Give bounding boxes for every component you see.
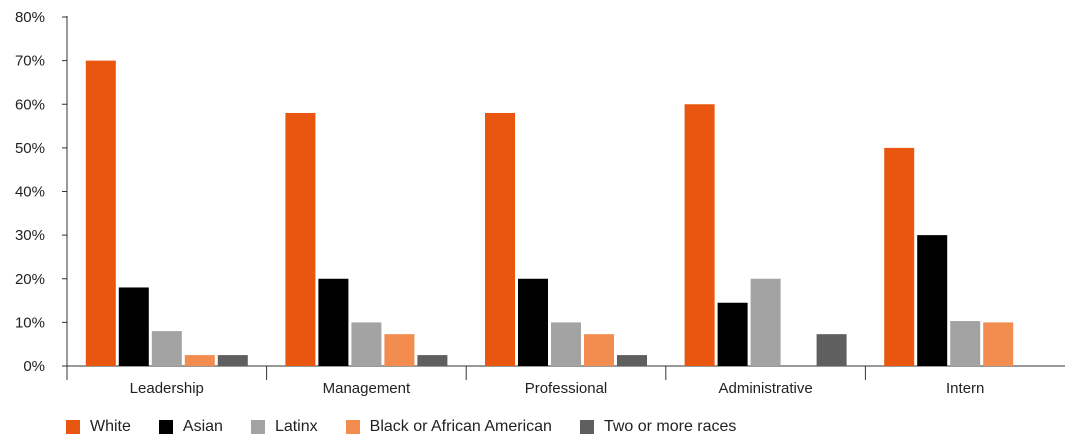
bar-asian-professional bbox=[518, 278, 548, 366]
bar-asian-intern bbox=[917, 235, 948, 366]
bar-asian-management bbox=[318, 278, 349, 366]
y-tick-label: 40% bbox=[15, 184, 45, 201]
y-tick-label: 10% bbox=[15, 314, 45, 331]
bar-white-intern bbox=[884, 147, 915, 366]
x-category-label: Intern bbox=[946, 380, 984, 397]
bar-two-or-more-races-professional bbox=[617, 355, 647, 366]
bar-two-or-more-races-administrative bbox=[816, 334, 847, 366]
bar-white-administrative bbox=[684, 104, 715, 366]
bar-white-leadership bbox=[85, 60, 116, 366]
legend-label: White bbox=[90, 418, 131, 435]
y-tick-label: 30% bbox=[15, 227, 45, 244]
y-tick-label: 20% bbox=[15, 271, 45, 288]
legend-label: Latinx bbox=[274, 418, 318, 435]
legend-swatch bbox=[345, 420, 360, 434]
bar-white-professional bbox=[485, 112, 515, 366]
y-tick-label: 50% bbox=[15, 140, 45, 157]
bar-latinx-administrative bbox=[750, 278, 781, 366]
bar-chart: 0% 10% 20% 30% 40% 50% 60% 70% 80% Leadership Mana… bbox=[15, 9, 1065, 397]
bar-black-or-african-american-professional bbox=[584, 334, 614, 366]
bar-black-or-african-american-management bbox=[384, 334, 415, 366]
bar-asian-leadership bbox=[118, 287, 149, 366]
chart-legend: White Asian Latinx Black or African America… bbox=[66, 418, 764, 436]
legend-item: Black or African American bbox=[345, 418, 552, 436]
x-category-label: Leadership bbox=[130, 380, 204, 397]
legend-item: White bbox=[66, 418, 131, 436]
bar-two-or-more-races-leadership bbox=[217, 355, 248, 366]
legend-label: Asian bbox=[182, 418, 223, 435]
y-tick-label: 0% bbox=[23, 358, 45, 375]
y-tick-label: 80% bbox=[15, 9, 45, 26]
bar-latinx-management bbox=[351, 322, 382, 366]
bar-asian-administrative bbox=[717, 302, 748, 366]
legend-label: Black or African American bbox=[369, 418, 552, 435]
bar-latinx-professional bbox=[551, 322, 581, 366]
bar-white-management bbox=[285, 112, 316, 366]
bar-two-or-more-races-management bbox=[417, 355, 448, 366]
legend-item: Asian bbox=[158, 418, 223, 436]
legend-swatch bbox=[250, 420, 265, 434]
legend-label: Two or more races bbox=[603, 418, 737, 435]
y-tick-label: 70% bbox=[15, 53, 45, 70]
x-category-label: Management bbox=[323, 380, 411, 397]
x-category-label: Professional bbox=[525, 380, 608, 397]
bar-black-or-african-american-intern bbox=[983, 322, 1014, 366]
legend-item: Latinx bbox=[250, 418, 318, 436]
bar-latinx-intern bbox=[950, 321, 981, 366]
legend-swatch bbox=[158, 420, 173, 434]
legend-swatch bbox=[579, 420, 594, 434]
y-tick-label: 60% bbox=[15, 96, 45, 113]
legend-item: Two or more races bbox=[579, 418, 737, 436]
bar-latinx-leadership bbox=[151, 331, 182, 366]
bar-black-or-african-american-leadership bbox=[184, 355, 215, 366]
x-category-label: Administrative bbox=[718, 380, 812, 397]
legend-swatch bbox=[66, 420, 80, 434]
